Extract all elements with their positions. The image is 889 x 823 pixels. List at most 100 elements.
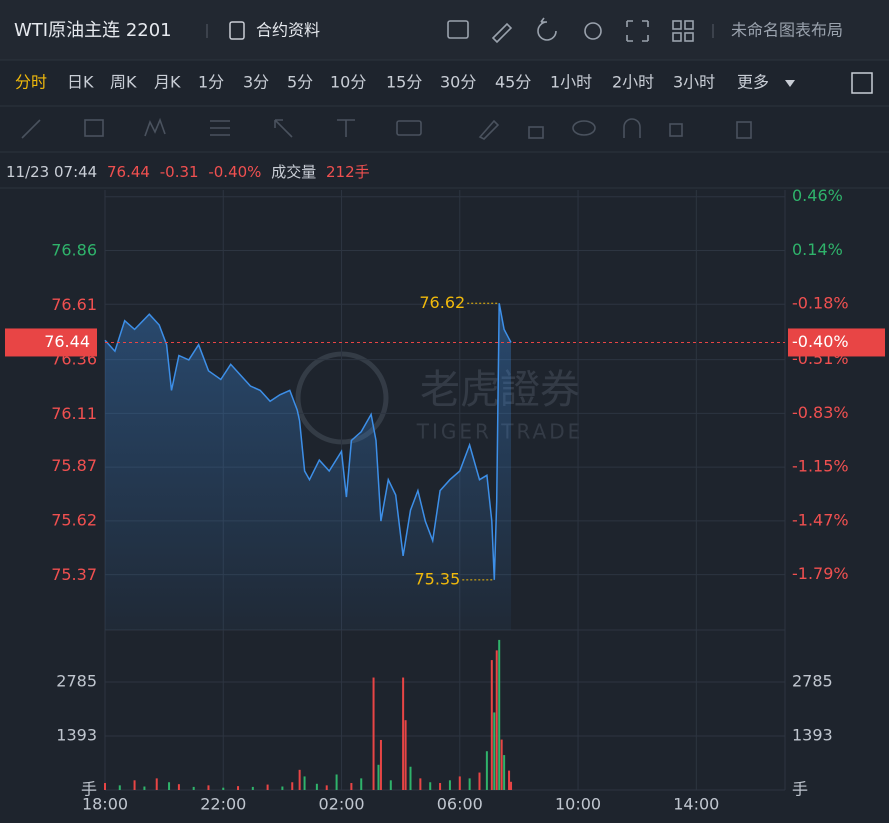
price-line [104, 303, 512, 580]
rect-tool[interactable] [84, 119, 104, 137]
period-tab[interactable]: 日K [67, 73, 94, 92]
volume-bar [237, 786, 240, 790]
y-tick-label: 75.37 [51, 565, 97, 584]
period-tab[interactable]: 3小时 [673, 73, 715, 92]
x-tick-label: 02:00 [318, 795, 364, 814]
period-tab[interactable]: 10分 [330, 73, 366, 92]
volume-tick-label: 2785 [792, 671, 833, 690]
y2-tick-label: -0.18% [792, 294, 849, 313]
arrow-tool[interactable] [274, 119, 293, 138]
period-tab[interactable]: 45分 [495, 73, 531, 92]
volume-bar [266, 784, 269, 790]
grid-icon-part [672, 32, 682, 42]
volume-bar [503, 755, 506, 790]
period-tab[interactable]: 15分 [386, 73, 422, 92]
period-tab[interactable]: 月K [154, 73, 181, 92]
magnet-tool[interactable] [623, 118, 641, 138]
period-tab[interactable]: 更多 [737, 73, 769, 92]
label-tool[interactable] [396, 120, 422, 136]
volume-bar [468, 778, 471, 790]
period-tab[interactable]: 3分 [243, 73, 269, 92]
period-tab[interactable]: 5分 [287, 73, 313, 92]
volume-bar [404, 720, 407, 790]
volume-bar [485, 751, 488, 790]
period-tab[interactable]: 周K [110, 73, 137, 92]
period-tab[interactable]: 1小时 [550, 73, 592, 92]
undo-icon[interactable] [537, 17, 557, 41]
volume-bar [372, 677, 375, 790]
volume-bar [490, 660, 493, 790]
doc-icon[interactable] [229, 21, 245, 40]
wave-tool[interactable] [144, 117, 166, 137]
y2-tick-label: -1.15% [792, 457, 849, 476]
volume-bar [143, 786, 146, 790]
volume-bar [500, 739, 503, 790]
toolbar-icons [447, 17, 694, 44]
y-tick-label: 76.11 [51, 404, 97, 423]
instrument-title: WTI原油主连 2201 [14, 20, 172, 41]
period-tab[interactable]: 分时 [15, 73, 47, 92]
text-tool[interactable] [337, 119, 355, 137]
edit-icon[interactable] [491, 22, 513, 44]
x-tick-label: 10:00 [555, 795, 601, 814]
volume-bar [377, 764, 380, 790]
volume-bar [298, 769, 301, 790]
volume-bar [303, 776, 306, 790]
chart-icon[interactable] [447, 20, 469, 39]
contract-info[interactable]: 合约资料 [256, 21, 320, 40]
volume-bar [448, 780, 451, 790]
info-last: 76.44 [107, 163, 150, 181]
volume-bar [192, 786, 195, 790]
volume-bar [360, 778, 363, 790]
volume-bar [118, 785, 121, 790]
volume-bar [207, 785, 210, 790]
grid-icon-part [684, 32, 694, 42]
x-tick-label: 18:00 [82, 795, 128, 814]
x-tick-label: 14:00 [673, 795, 719, 814]
min-label: 75.35 [414, 569, 460, 588]
fullscreen-icon[interactable] [626, 20, 649, 42]
y2-tick-label: -1.79% [792, 564, 849, 583]
last-pct-box [788, 328, 885, 357]
fib-tool[interactable] [210, 120, 230, 136]
eye-tool[interactable] [572, 120, 596, 136]
grid-icon[interactable] [672, 20, 682, 30]
period-tab[interactable]: 1分 [198, 73, 224, 92]
info-volume: 212手 [326, 163, 370, 181]
volume-bar [508, 770, 511, 790]
delete-tool[interactable] [736, 121, 752, 139]
volume-bar [222, 787, 225, 790]
volume-bar [350, 783, 353, 790]
layer-tool[interactable] [669, 123, 683, 137]
expand-icon[interactable] [851, 72, 873, 94]
info-change: -0.31 [160, 163, 199, 181]
info-volume-label: 成交量 [271, 163, 316, 181]
volume-bar [402, 677, 405, 790]
volume-bar [291, 782, 294, 790]
last-price-box [5, 328, 97, 357]
pen-tool[interactable] [478, 119, 500, 140]
header-bar [0, 0, 889, 60]
lock-tool[interactable] [528, 126, 544, 139]
drawing-tools [21, 117, 752, 140]
volume-tick-label: 手 [81, 780, 97, 799]
layout-name[interactable]: 未命名图表布局 [731, 21, 843, 40]
volume-bar [429, 782, 432, 790]
line-tool[interactable] [21, 119, 41, 139]
settings-icon[interactable] [584, 22, 602, 40]
info-time: 11/23 07:44 [6, 163, 97, 181]
grid-icon-part [684, 20, 694, 30]
y2-tick-label: 0.14% [792, 240, 843, 259]
volume-bar [439, 783, 442, 790]
period-tab[interactable]: 2小时 [612, 73, 654, 92]
period-tabs: 分时 日K 周K 月K 1分 3分 5分 10分 15分 30分 45分 1小时 2小时 3小时 更多 [15, 73, 769, 92]
volume-bar [251, 786, 254, 790]
volume-bar [168, 782, 171, 790]
volume-bar [335, 774, 338, 790]
volume-bar [419, 778, 422, 790]
more-arrow[interactable] [785, 80, 795, 87]
period-tab[interactable]: 30分 [440, 73, 476, 92]
volume-bar [495, 650, 498, 790]
y-tick-label: 75.62 [51, 511, 97, 530]
